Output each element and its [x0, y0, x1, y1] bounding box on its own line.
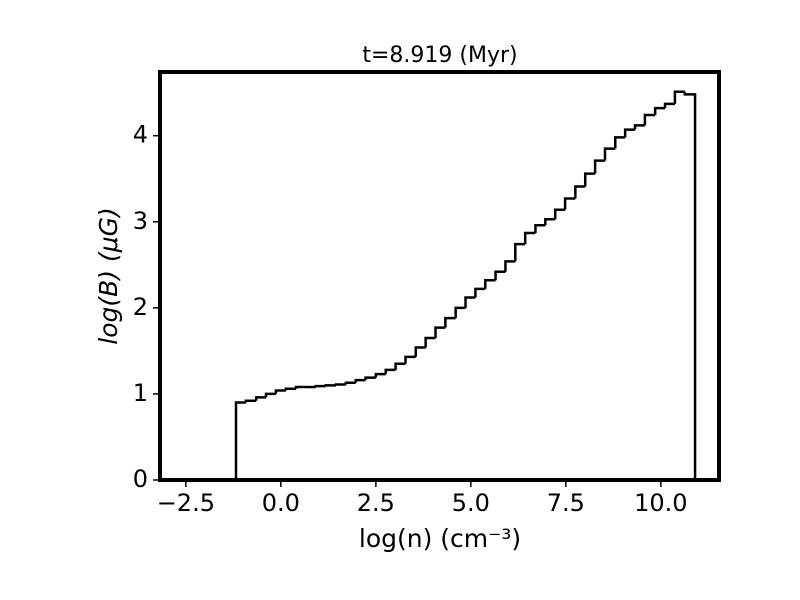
- histogram-bin: [364, 376, 376, 381]
- histogram-bin: [514, 242, 526, 262]
- x-tick-label: 7.5: [547, 489, 585, 517]
- histogram-bin: [334, 383, 346, 386]
- histogram-bin: [274, 389, 286, 394]
- histogram-bin: [244, 399, 257, 403]
- histogram-bin: [603, 147, 616, 161]
- y-axis-label: log(B) (μG): [94, 207, 123, 345]
- y-tick-label: 0: [133, 465, 148, 493]
- y-tick-label: 1: [133, 379, 148, 407]
- histogram-bin: [653, 106, 666, 116]
- y-tick-label: 3: [133, 207, 148, 235]
- histogram-bin: [663, 102, 675, 109]
- x-tick-label: 2.5: [357, 489, 395, 517]
- x-tick-label: −2.5: [157, 489, 215, 517]
- histogram-bin: [683, 91, 697, 480]
- histogram-bin: [284, 387, 297, 391]
- histogram-bin: [234, 401, 246, 480]
- histogram-bin: [344, 381, 356, 385]
- histogram-bin: [294, 385, 306, 389]
- histogram-bin: [474, 287, 486, 298]
- histogram-bin: [444, 316, 456, 328]
- histogram-bin: [534, 223, 546, 233]
- histogram-bin: [464, 296, 476, 308]
- histogram-bin: [354, 378, 366, 383]
- x-axis-label: log(n) (cm⁻³): [359, 524, 521, 553]
- histogram-bin: [544, 217, 556, 226]
- histogram-bin: [553, 208, 566, 220]
- histogram-bin: [254, 396, 267, 401]
- histogram-bin: [414, 346, 426, 357]
- histogram-bin: [484, 279, 496, 289]
- y-tick-label: 2: [133, 293, 148, 321]
- histogram-bin: [394, 362, 406, 370]
- x-tick-label: 10.0: [634, 489, 687, 517]
- histogram-bin: [673, 90, 685, 104]
- histogram-bin: [593, 159, 605, 174]
- histogram-bin: [643, 113, 656, 126]
- histogram-bin: [623, 128, 636, 138]
- histogram-bin: [454, 306, 466, 319]
- histogram-bin: [434, 326, 446, 338]
- histogram-bin: [384, 368, 396, 375]
- chart-title: t=8.919 (Myr): [362, 43, 517, 68]
- histogram-bin: [494, 270, 506, 281]
- plot-frame: [158, 70, 721, 482]
- histogram-bin: [314, 384, 326, 388]
- x-tick-label: 0.0: [262, 489, 300, 517]
- x-tick-label: 5.0: [452, 489, 490, 517]
- histogram-bin: [424, 336, 436, 348]
- histogram-bin: [633, 124, 645, 130]
- histogram-bin: [523, 231, 536, 245]
- histogram-bin: [324, 384, 336, 387]
- histogram-bin: [404, 355, 416, 364]
- histogram-bin: [614, 136, 626, 149]
- histogram-bin: [264, 392, 276, 398]
- histogram-bin: [574, 185, 586, 199]
- histogram-bin: [374, 372, 386, 378]
- histogram-bin: [563, 197, 576, 210]
- histogram-bin: [504, 260, 516, 272]
- y-tick-label: 4: [133, 121, 148, 149]
- histogram-bin: [583, 172, 596, 187]
